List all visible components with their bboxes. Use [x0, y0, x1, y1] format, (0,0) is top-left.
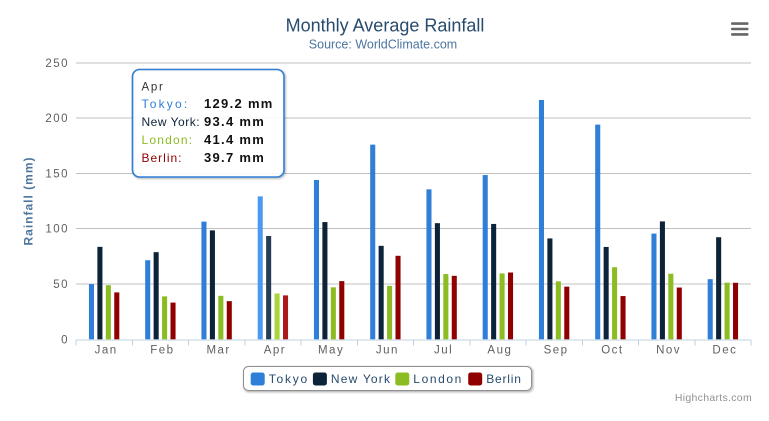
svg-text:Monthly Average Rainfall: Monthly Average Rainfall — [286, 16, 485, 36]
svg-text:Aug: Aug — [487, 345, 512, 357]
svg-text:Apr: Apr — [142, 82, 165, 94]
svg-text:May: May — [318, 345, 344, 357]
svg-text:Rainfall (mm): Rainfall (mm) — [22, 156, 36, 245]
svg-text:London:: London: — [142, 133, 194, 147]
svg-text:Oct: Oct — [601, 345, 623, 357]
svg-text:Highcharts.com: Highcharts.com — [675, 392, 752, 404]
svg-text:Jun: Jun — [376, 345, 399, 357]
svg-text:New York:: New York: — [142, 115, 201, 129]
svg-text:0: 0 — [61, 334, 69, 346]
svg-text:Apr: Apr — [264, 345, 286, 357]
svg-text:39.7 mm: 39.7 mm — [204, 150, 265, 165]
svg-text:100: 100 — [45, 224, 69, 236]
svg-text:Berlin: Berlin — [486, 372, 521, 386]
svg-text:Tokyo: Tokyo — [269, 372, 309, 386]
svg-text:Jan: Jan — [95, 345, 118, 357]
svg-text:41.4 mm: 41.4 mm — [204, 132, 265, 147]
svg-text:Dec: Dec — [712, 345, 737, 357]
svg-text:Jul: Jul — [434, 345, 453, 357]
svg-text:Nov: Nov — [656, 345, 681, 357]
svg-text:Source: WorldClimate.com: Source: WorldClimate.com — [309, 38, 457, 52]
svg-text:200: 200 — [45, 113, 69, 125]
svg-text:Sep: Sep — [544, 345, 569, 357]
svg-text:London: London — [413, 372, 463, 386]
svg-text:150: 150 — [45, 168, 69, 180]
svg-text:50: 50 — [53, 279, 69, 291]
svg-text:Tokyo:: Tokyo: — [142, 97, 190, 111]
svg-text:93.4 mm: 93.4 mm — [204, 114, 265, 129]
svg-text:250: 250 — [45, 58, 69, 70]
svg-text:Mar: Mar — [206, 345, 230, 357]
svg-text:Feb: Feb — [150, 345, 174, 357]
svg-text:New York: New York — [331, 372, 391, 386]
svg-text:129.2 mm: 129.2 mm — [204, 96, 274, 111]
svg-text:Berlin:: Berlin: — [142, 151, 183, 165]
